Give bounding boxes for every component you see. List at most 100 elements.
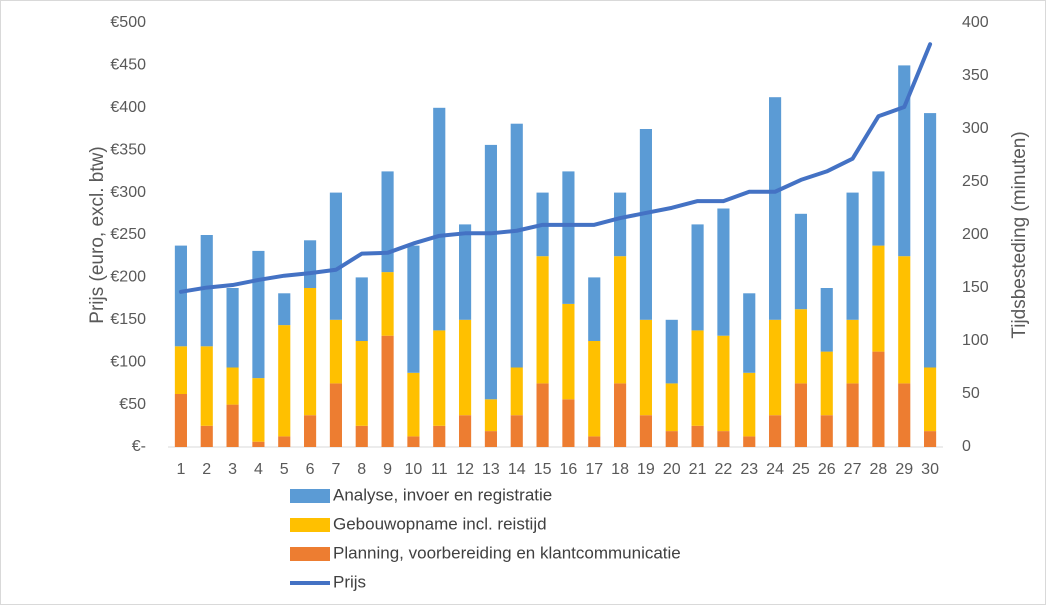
bar-segment: [355, 425, 368, 447]
bar-segment: [459, 224, 472, 320]
legend-label: Planning, voorbereiding en klantcommunic…: [333, 543, 681, 562]
bar-segment: [820, 415, 833, 447]
bar-segment: [562, 303, 575, 400]
bar-segment: [898, 256, 911, 384]
x-tick-label: 1: [176, 461, 185, 478]
y2-tick-label: 250: [962, 173, 989, 190]
bar-segment: [433, 425, 446, 447]
y2-tick-label: 400: [962, 14, 989, 31]
bar-segment: [769, 319, 782, 416]
bar-segment: [226, 367, 239, 405]
x-tick-label: 19: [637, 461, 655, 478]
bar-segment: [588, 341, 601, 437]
x-tick-label: 14: [508, 461, 526, 478]
legend-label: Gebouwopname incl. reistijd: [333, 514, 547, 533]
legend-label: Analyse, invoer en registratie: [333, 485, 552, 504]
bar-segment: [536, 256, 549, 384]
legend-marker: [290, 489, 330, 503]
x-tick-label: 7: [331, 461, 340, 478]
bar-segment: [769, 97, 782, 320]
bar-segment: [329, 319, 342, 384]
bar-segment: [200, 235, 213, 347]
bar-segment: [200, 346, 213, 426]
y-tick-label: €450: [110, 57, 146, 74]
y-tick-label: €100: [110, 353, 146, 370]
bar-segment: [717, 208, 730, 336]
bar-segment: [174, 346, 187, 394]
x-tick-label: 3: [228, 461, 237, 478]
x-tick-label: 26: [818, 461, 836, 478]
x-tick-label: 15: [534, 461, 552, 478]
bar-segment: [510, 415, 523, 447]
bar-segment: [769, 415, 782, 447]
bar-segment: [614, 383, 627, 447]
bar-segment: [794, 309, 807, 384]
x-tick-label: 21: [689, 461, 707, 478]
bar-segment: [536, 383, 549, 447]
legend-marker: [290, 547, 330, 561]
bar-segment: [846, 319, 859, 384]
bar-segment: [252, 441, 265, 447]
bar-segment: [614, 256, 627, 384]
bar-segment: [381, 171, 394, 273]
x-tick-label: 20: [663, 461, 681, 478]
x-tick-label: 2: [202, 461, 211, 478]
legend-label: Prijs: [333, 572, 366, 591]
bar-segment: [924, 431, 937, 447]
bar-segment: [174, 394, 187, 447]
bar-segment: [484, 431, 497, 447]
bar-segment: [278, 436, 291, 447]
y-tick-label: €300: [110, 184, 146, 201]
x-tick-label: 11: [431, 461, 448, 478]
bar-segment: [459, 319, 472, 416]
x-tick-label: 28: [870, 461, 888, 478]
bar-segment: [459, 415, 472, 447]
y-tick-label: €400: [110, 99, 146, 116]
bar-segment: [304, 415, 317, 447]
y2-tick-label: 100: [962, 332, 989, 349]
bar-segment: [717, 335, 730, 432]
bar-segment: [484, 144, 497, 400]
y2-tick-label: 300: [962, 120, 989, 137]
bar-segment: [407, 436, 420, 447]
y-tick-label: €500: [110, 14, 146, 31]
bar-segment: [304, 240, 317, 288]
y2-axis-title: Tijdsbesteding (minuten): [1009, 131, 1030, 338]
bar-segment: [407, 372, 420, 437]
bar-segment: [691, 330, 704, 426]
bar-segment: [329, 192, 342, 320]
bar-segment: [174, 245, 187, 347]
bar-segment: [639, 129, 652, 320]
bar-segment: [510, 367, 523, 416]
bar-segment: [639, 415, 652, 447]
x-tick-label: 13: [482, 461, 500, 478]
bar-segment: [200, 425, 213, 447]
x-tick-label: 9: [383, 461, 392, 478]
bar-segment: [794, 383, 807, 447]
bar-segment: [562, 399, 575, 447]
bar-segment: [846, 192, 859, 320]
x-tick-label: 17: [585, 461, 603, 478]
x-tick-label: 16: [560, 461, 578, 478]
y-tick-label: €150: [110, 311, 146, 328]
x-tick-label: 30: [921, 461, 939, 478]
bar-segment: [614, 192, 627, 257]
bar-segment: [433, 330, 446, 426]
bar-segment: [510, 123, 523, 368]
bar-segment: [226, 288, 239, 368]
bar-segment: [381, 335, 394, 447]
bar-segment: [588, 436, 601, 447]
bar-segment: [304, 288, 317, 416]
bar-segment: [872, 351, 885, 447]
y2-tick-label: 200: [962, 226, 989, 243]
y-tick-label: €350: [110, 141, 146, 158]
bar-segment: [743, 372, 756, 437]
bar-segment: [407, 245, 420, 373]
x-tick-label: 12: [456, 461, 474, 478]
x-tick-label: 25: [792, 461, 810, 478]
bar-segment: [898, 383, 911, 447]
x-tick-label: 6: [306, 461, 315, 478]
bar-segment: [820, 351, 833, 416]
bar-segment: [639, 319, 652, 416]
bar-segment: [691, 425, 704, 447]
